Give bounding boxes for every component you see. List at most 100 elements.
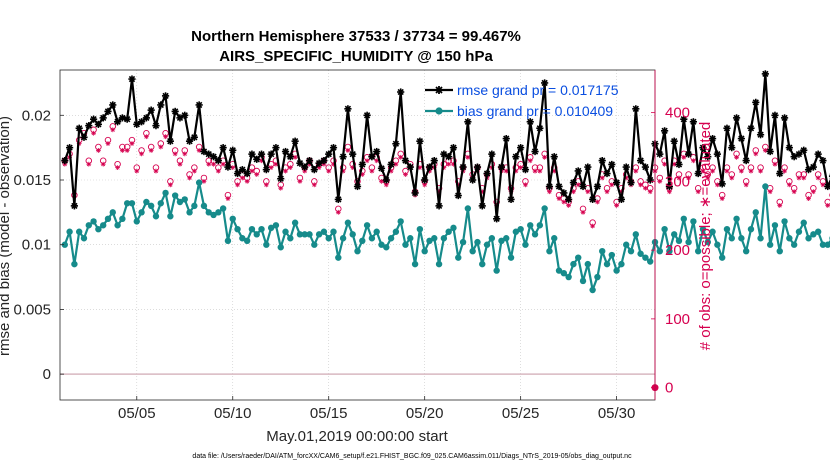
bias-point (699, 225, 707, 233)
bias-point (445, 228, 452, 235)
rmse-point (224, 163, 232, 171)
bias-point (171, 192, 179, 199)
bias-point (277, 244, 284, 251)
data-file-footer: data file: /Users/raeder/DAI/ATM_forcXX/… (192, 453, 632, 460)
series-rmse (61, 70, 830, 223)
evaluated-obs-point (738, 168, 744, 174)
bias-point (498, 237, 505, 245)
rmse-point (406, 163, 414, 171)
rmse-point (555, 182, 563, 191)
evaluated-obs-point (595, 199, 600, 205)
rmse-point (397, 88, 405, 96)
rmse-point (541, 79, 549, 87)
evaluated-obs-point (532, 168, 538, 174)
bias-point (570, 260, 577, 268)
rmse-point (680, 115, 688, 123)
rmse-point (517, 144, 525, 152)
bias-point (680, 215, 687, 223)
rmse-point (684, 150, 693, 158)
evaluated-obs-point (196, 148, 202, 153)
rmse-point (305, 156, 314, 165)
evaluated-obs-point (734, 154, 739, 160)
rmse-point (694, 169, 702, 178)
evaluated-obs-point (714, 182, 720, 188)
rmse-point (113, 118, 122, 126)
evaluated-obs-point (777, 203, 783, 208)
rmse-point (593, 182, 602, 191)
bias-point (623, 241, 630, 248)
evaluated-obs-point (585, 189, 591, 195)
bias-point (613, 267, 620, 274)
bias-point (75, 228, 83, 235)
rmse-point (70, 202, 79, 210)
rmse-point (708, 134, 717, 143)
y-ticks: 0 0.005 0.01 0.015 0.02 (13, 107, 64, 383)
evaluated-obs-point (369, 168, 375, 174)
evaluated-obs-point (95, 148, 101, 153)
bias-point (565, 273, 572, 281)
evaluated-obs-point (163, 134, 168, 140)
bias-point (392, 228, 400, 235)
rmse-point (377, 164, 386, 172)
evaluated-obs-point (633, 168, 639, 174)
bias-point (440, 235, 448, 242)
evaluated-obs-point (105, 141, 111, 146)
legend-rmse-label: rmse grand pr = 0.017175 (457, 82, 619, 98)
y2-ticks: 0 100 200 300 400 (651, 105, 690, 397)
chart-subtitle: AIRS_SPECIFIC_HUMIDITY @ 150 hPa (219, 48, 493, 65)
bias-point (819, 241, 827, 248)
rmse-point (219, 144, 227, 152)
evaluated-obs-point (326, 168, 332, 174)
bias-point (119, 215, 126, 223)
legend-bias-label: bias grand pr = 0.010409 (457, 103, 613, 119)
bias-point (287, 235, 294, 242)
evaluated-obs-point (676, 175, 682, 181)
rmse-point (147, 106, 155, 114)
bias-point (210, 211, 217, 219)
rmse-point (94, 120, 102, 128)
bias-point (80, 235, 88, 242)
y2-tick-label: 100 (665, 311, 690, 328)
bias-point (685, 238, 692, 246)
evaluated-obs-point (235, 182, 240, 188)
evaluated-obs-point (383, 182, 389, 188)
rmse-point (425, 163, 434, 171)
evaluated-obs-point (590, 223, 596, 229)
rmse-point (646, 176, 654, 184)
rmse-point (233, 169, 242, 178)
evaluated-obs-point (686, 175, 691, 181)
series-evaluated (62, 127, 830, 229)
bias-point (95, 225, 102, 233)
bias-point (608, 251, 616, 259)
evaluated-obs-point (724, 168, 730, 174)
evaluated-obs-point (86, 161, 92, 167)
evaluated-obs-point (446, 161, 452, 167)
evaluated-obs-point (667, 189, 672, 195)
rmse-point (344, 105, 352, 113)
bias-point (71, 260, 78, 268)
bias-point (104, 215, 112, 223)
rmse-point (334, 195, 342, 204)
rmse-point (819, 156, 827, 165)
evaluated-obs-point (177, 161, 183, 167)
rmse-point (732, 114, 741, 122)
rmse-point (478, 202, 486, 210)
rmse-point (531, 147, 539, 156)
bias-point (637, 250, 644, 257)
bias-point (335, 254, 342, 261)
rmse-point (286, 153, 294, 161)
rmse-point (622, 163, 630, 171)
evaluated-obs-point (239, 175, 245, 181)
rmse-point (761, 70, 769, 78)
evaluated-obs-point (523, 182, 528, 188)
evaluated-obs-point (119, 148, 125, 153)
bias-point (522, 241, 529, 248)
rmse-point (569, 178, 578, 187)
rmse-point (195, 101, 203, 109)
bias-point (690, 218, 697, 225)
rmse-point (171, 107, 179, 116)
bias-point (407, 235, 414, 242)
x-tick-label: 05/15 (310, 405, 348, 422)
evaluated-obs-point (379, 178, 384, 184)
